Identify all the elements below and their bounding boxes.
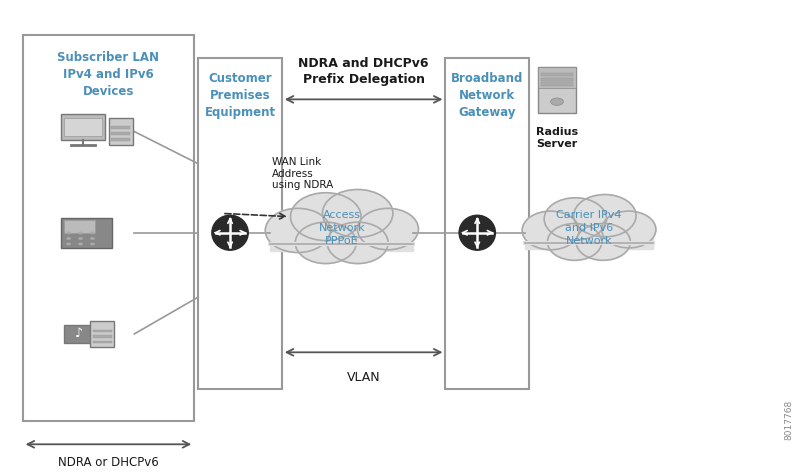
Text: VLAN: VLAN bbox=[346, 371, 380, 384]
Bar bbox=[541, 73, 573, 76]
Bar bbox=[525, 233, 652, 249]
Text: ♪: ♪ bbox=[75, 327, 83, 341]
Text: Access
Network
PPPoE: Access Network PPPoE bbox=[318, 210, 365, 246]
Ellipse shape bbox=[459, 215, 495, 250]
Ellipse shape bbox=[290, 193, 361, 241]
Circle shape bbox=[78, 237, 83, 240]
Bar bbox=[22, 35, 194, 421]
Text: NDRA or DHCPv6: NDRA or DHCPv6 bbox=[58, 456, 159, 469]
Bar bbox=[111, 132, 130, 135]
Bar bbox=[91, 321, 114, 347]
Bar bbox=[63, 220, 95, 233]
Bar bbox=[61, 114, 105, 140]
Ellipse shape bbox=[547, 224, 601, 260]
Bar bbox=[93, 330, 112, 333]
Text: Carrier IPv4
and IPv6
Network: Carrier IPv4 and IPv6 Network bbox=[556, 210, 621, 246]
Circle shape bbox=[66, 237, 71, 240]
Text: 8017768: 8017768 bbox=[784, 399, 793, 440]
Bar bbox=[541, 82, 573, 86]
Ellipse shape bbox=[326, 222, 387, 263]
Bar bbox=[111, 126, 130, 129]
Ellipse shape bbox=[322, 190, 392, 237]
Circle shape bbox=[78, 243, 83, 245]
Bar bbox=[198, 58, 282, 389]
Text: Subscriber LAN
IPv4 and IPv6
Devices: Subscriber LAN IPv4 and IPv6 Devices bbox=[58, 51, 160, 98]
Bar bbox=[109, 118, 132, 145]
Text: Broadband
Network
Gateway: Broadband Network Gateway bbox=[451, 72, 523, 119]
Ellipse shape bbox=[212, 215, 248, 250]
Bar bbox=[537, 67, 575, 88]
Text: Customer
Premises
Equipment: Customer Premises Equipment bbox=[205, 72, 275, 119]
Bar bbox=[445, 58, 529, 389]
Text: NDRA and DHCPv6
Prefix Delegation: NDRA and DHCPv6 Prefix Delegation bbox=[298, 57, 428, 86]
Bar bbox=[111, 138, 130, 141]
Ellipse shape bbox=[295, 222, 356, 263]
Bar bbox=[60, 218, 112, 248]
Text: Radius
Server: Radius Server bbox=[535, 127, 577, 149]
Bar bbox=[537, 67, 575, 113]
Circle shape bbox=[78, 232, 83, 234]
Ellipse shape bbox=[573, 194, 635, 237]
Circle shape bbox=[90, 237, 95, 240]
Circle shape bbox=[66, 243, 71, 245]
Ellipse shape bbox=[544, 198, 606, 240]
Bar bbox=[64, 325, 95, 342]
Text: WAN Link
Address
using NDRA: WAN Link Address using NDRA bbox=[271, 157, 332, 191]
Bar bbox=[541, 78, 573, 81]
Circle shape bbox=[550, 98, 563, 105]
Bar bbox=[93, 341, 112, 343]
Bar bbox=[64, 118, 102, 136]
Circle shape bbox=[90, 243, 95, 245]
Ellipse shape bbox=[521, 211, 578, 250]
Ellipse shape bbox=[601, 211, 655, 248]
Ellipse shape bbox=[575, 224, 630, 260]
Bar bbox=[269, 233, 413, 251]
Circle shape bbox=[66, 232, 71, 234]
Bar bbox=[93, 335, 112, 338]
Circle shape bbox=[90, 232, 95, 234]
Ellipse shape bbox=[357, 208, 418, 250]
Ellipse shape bbox=[265, 208, 330, 253]
